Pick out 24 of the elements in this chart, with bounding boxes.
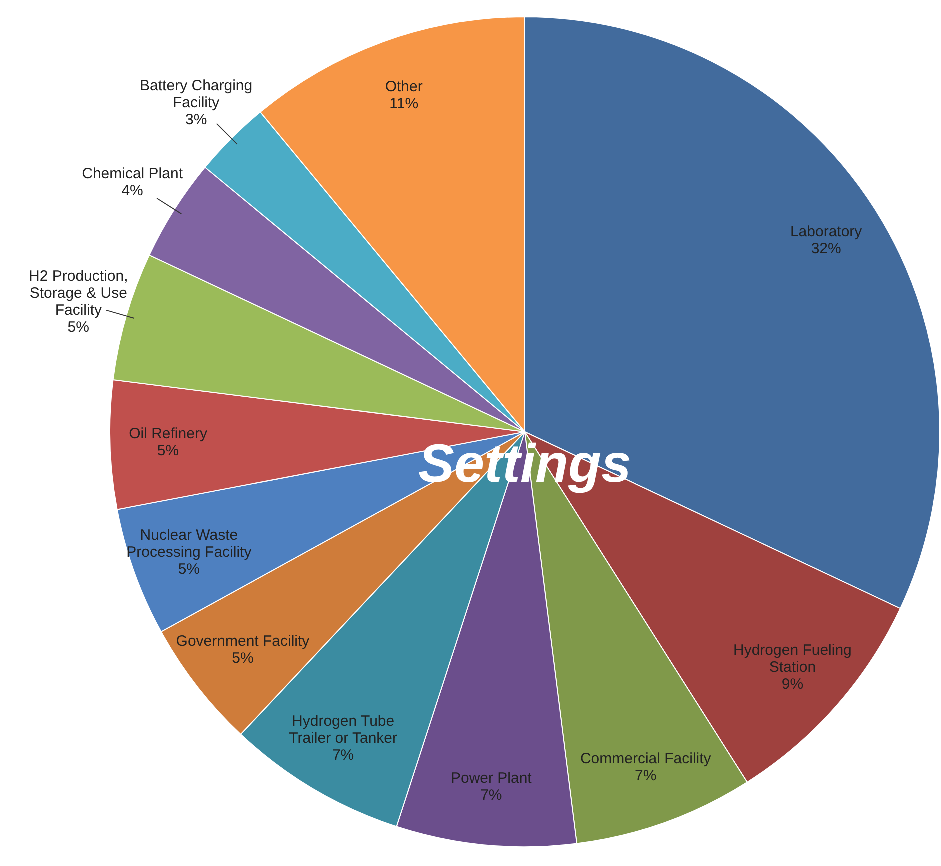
data-label: 11% [390, 96, 419, 113]
data-label: 7% [480, 786, 502, 804]
data-label: 9% [782, 676, 804, 693]
slice-label: Laboratory [790, 223, 863, 240]
data-label: 4% [122, 182, 144, 200]
slice-label: Government Facility [176, 633, 310, 650]
slice-label: Hydrogen Fueling Station [734, 642, 852, 676]
slice-label: H2 Production, Storage & Use Facility [29, 268, 128, 319]
data-label: 5% [232, 650, 254, 668]
data-label: 32% [811, 240, 842, 258]
slice-label: Hydrogen Tube Trailer or Tanker [289, 713, 398, 748]
slice-label: Battery Charging Facility [140, 77, 253, 112]
slice-label: Oil Refinery [129, 426, 208, 443]
slice-label: Commercial Facility [580, 750, 712, 768]
data-label: 7% [332, 747, 354, 764]
data-label: 3% [185, 111, 208, 128]
slice-label: Chemical Plant [82, 165, 184, 182]
data-label: 7% [635, 767, 657, 784]
data-label: 5% [68, 318, 90, 336]
slice-label: Nuclear Waste Processing Facility [126, 526, 252, 561]
slice-label: Other [385, 78, 423, 96]
data-label: 5% [178, 560, 200, 578]
data-label: 5% [157, 442, 180, 460]
slice-label: Power Plant [450, 770, 533, 787]
